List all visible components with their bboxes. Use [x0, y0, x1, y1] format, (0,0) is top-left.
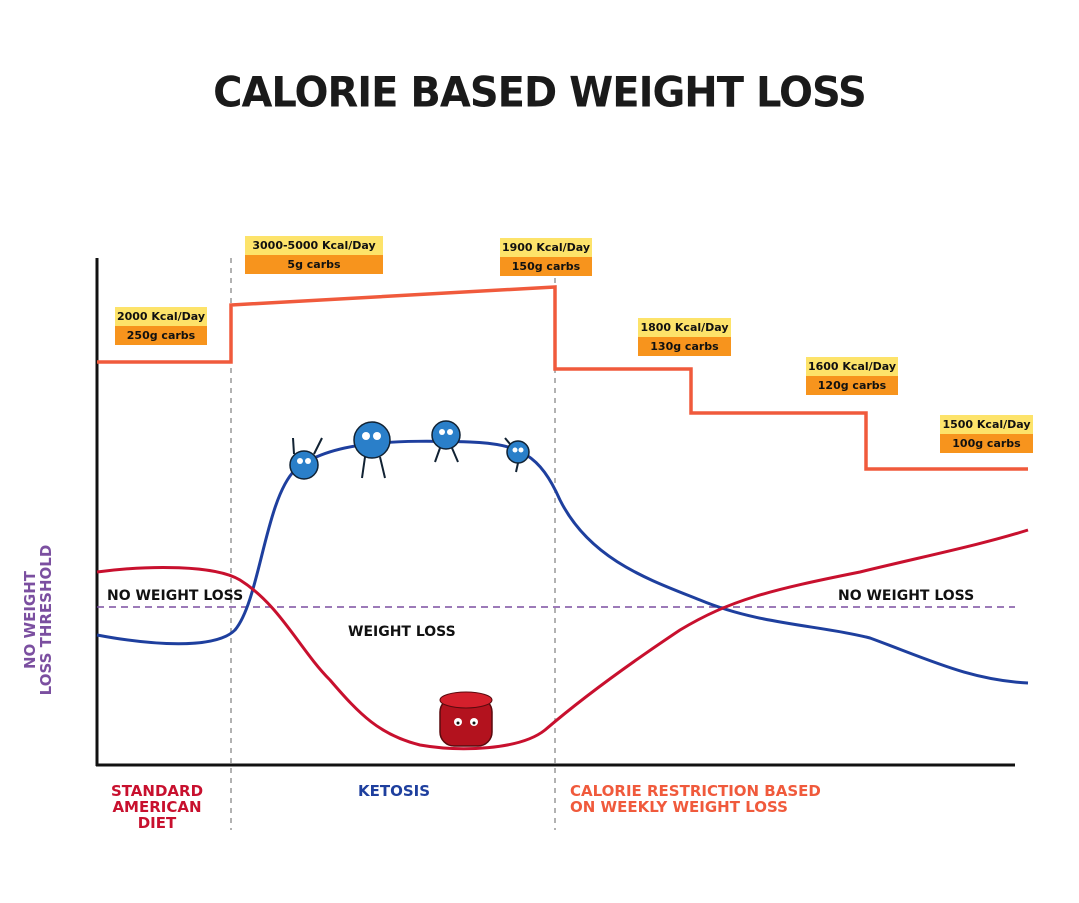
phase-box-1500: 1500 Kcal/Day 100g carbs — [940, 415, 1033, 453]
phase-label-line: DIET — [137, 814, 177, 832]
no-weight-loss-right-label: NO WEIGHT LOSS — [838, 588, 975, 604]
carbs-label: 100g carbs — [940, 434, 1033, 453]
phase-box-ketosis: 3000-5000 Kcal/Day 5g carbs — [245, 236, 383, 274]
phase-box-1800: 1800 Kcal/Day 130g carbs — [638, 318, 731, 356]
ketone-character-2 — [353, 421, 391, 479]
ketone-character-4 — [504, 437, 530, 473]
threshold-label-line2: LOSS THRESHOLD — [37, 544, 55, 696]
phase-label-line: STANDARD — [110, 782, 204, 800]
chart-title: CALORIE BASED WEIGHT LOSS — [213, 68, 867, 118]
glucose-curve — [96, 528, 1029, 751]
carbs-label: 250g carbs — [115, 326, 207, 345]
phase-label-line: AMERICAN — [112, 798, 202, 816]
threshold-label-line1: NO WEIGHT — [21, 571, 39, 669]
carbs-label: 130g carbs — [638, 337, 731, 356]
ketone-curve — [96, 439, 1029, 685]
no-weight-loss-left-label: NO WEIGHT LOSS — [107, 588, 244, 604]
carbs-label: 5g carbs — [245, 255, 383, 274]
kcal-label: 3000-5000 Kcal/Day — [245, 236, 383, 255]
calorie-line — [97, 285, 1028, 471]
ketone-character-1 — [289, 437, 323, 480]
phase-label-ketosis: KETOSIS — [358, 782, 431, 800]
kcal-label: 1900 Kcal/Day — [500, 238, 592, 257]
phase-box-sad: 2000 Kcal/Day 250g carbs — [115, 307, 207, 345]
ketone-character-3 — [431, 420, 461, 463]
phase-box-1600: 1600 Kcal/Day 120g carbs — [806, 357, 898, 395]
glucose-character — [439, 691, 493, 747]
carbs-label: 120g carbs — [806, 376, 898, 395]
kcal-label: 2000 Kcal/Day — [115, 307, 207, 326]
kcal-label: 1600 Kcal/Day — [806, 357, 898, 376]
phase-label-line: ON WEEKLY WEIGHT LOSS — [570, 798, 788, 816]
threshold-axis-label: NO WEIGHT LOSS THRESHOLD — [21, 530, 55, 710]
phase-label-sad: STANDARD AMERICAN DIET — [97, 783, 217, 831]
weight-loss-label: WEIGHT LOSS — [348, 624, 456, 640]
kcal-label: 1800 Kcal/Day — [638, 318, 731, 337]
carbs-label: 150g carbs — [500, 257, 592, 276]
phase-label-line: CALORIE RESTRICTION BASED — [570, 782, 821, 800]
kcal-label: 1500 Kcal/Day — [940, 415, 1033, 434]
phase-label-restriction: CALORIE RESTRICTION BASED ON WEEKLY WEIG… — [570, 783, 821, 815]
phase-box-1900: 1900 Kcal/Day 150g carbs — [500, 238, 592, 276]
